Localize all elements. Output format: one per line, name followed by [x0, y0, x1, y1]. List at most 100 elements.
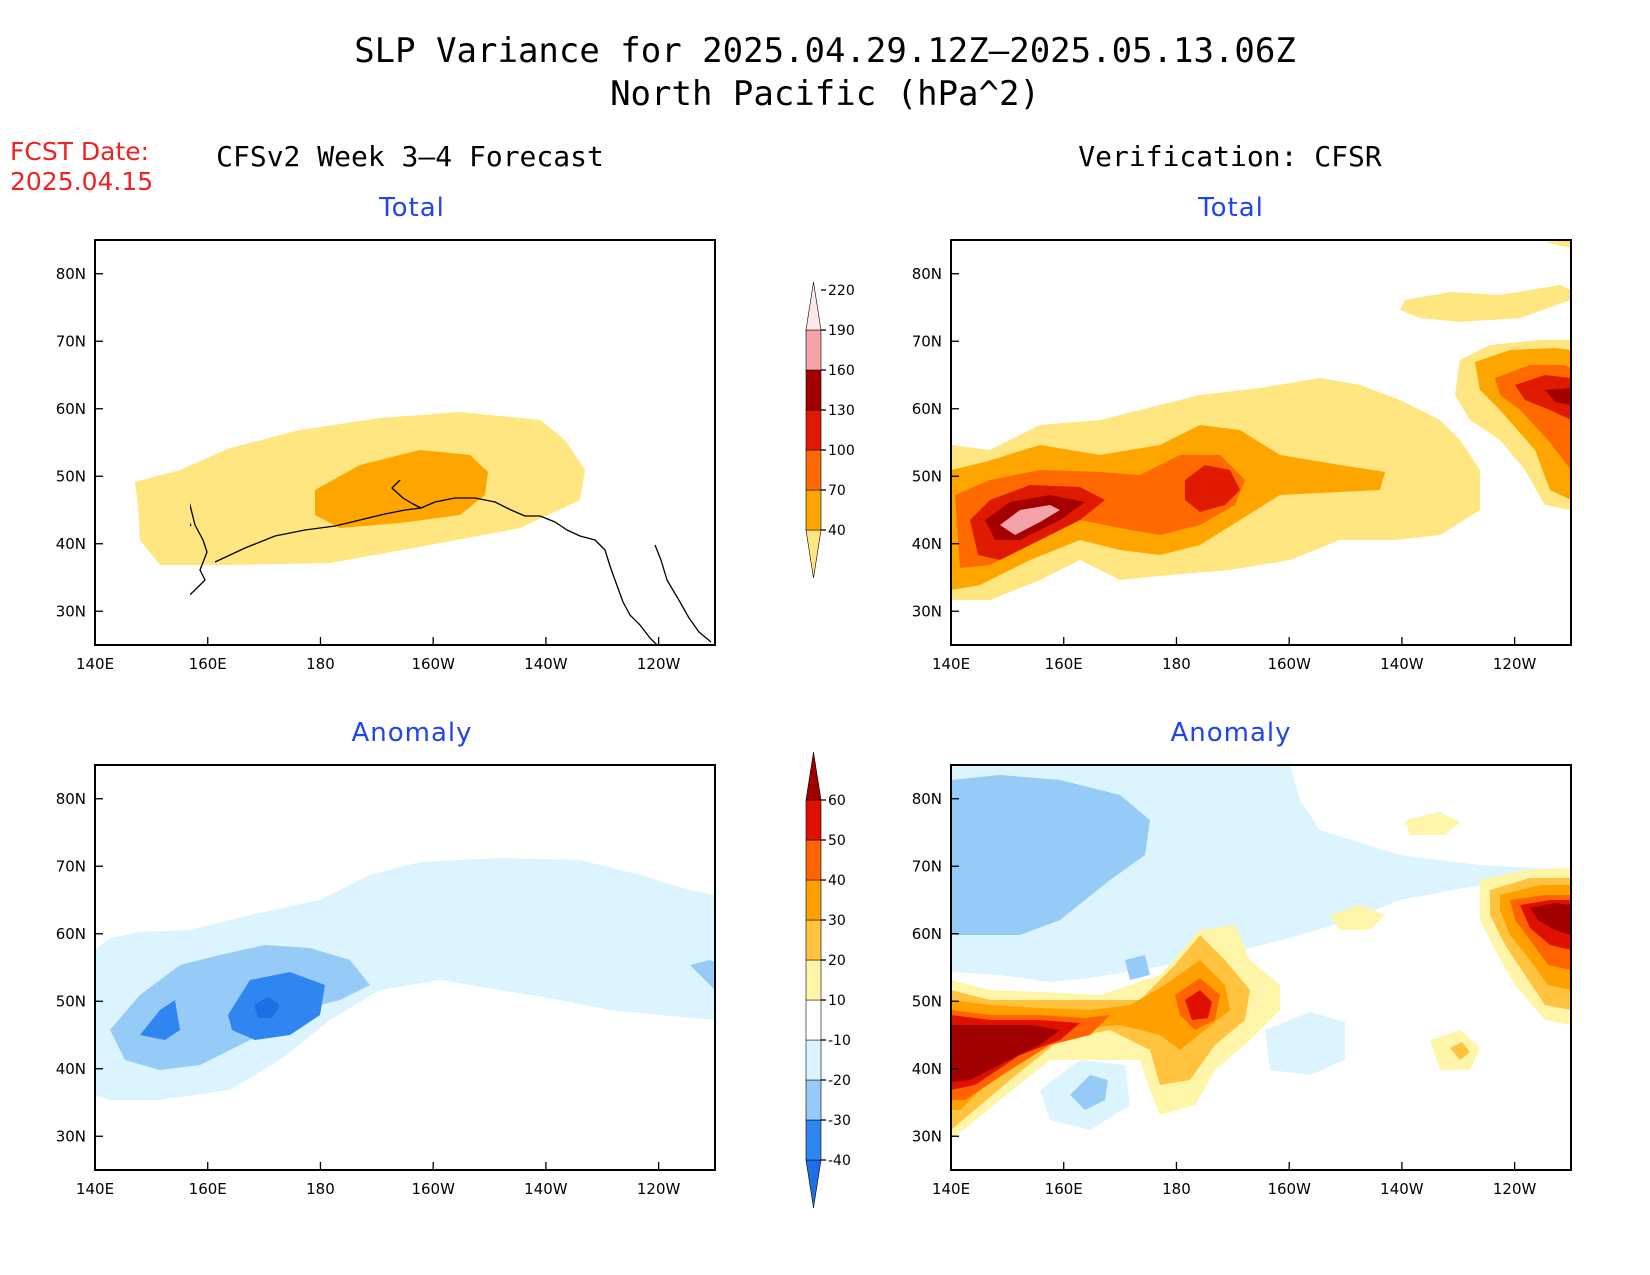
- colorbar-label: 100: [828, 443, 855, 459]
- figure-subtitle: North Pacific (hPa^2): [610, 74, 1040, 114]
- lat-tick-label: 50N: [912, 992, 942, 1010]
- lat-tick-label: 50N: [56, 992, 86, 1010]
- colorbar-segment: [805, 1159, 822, 1209]
- lon-tick-label: 140W: [524, 1180, 568, 1198]
- colorbar-segment: [805, 879, 822, 921]
- lat-tick-label: 70N: [912, 857, 942, 875]
- lon-tick-label: 180: [306, 655, 335, 673]
- lat-tick-label: 30N: [912, 1127, 942, 1145]
- lat-tick-label: 60N: [56, 400, 86, 418]
- lon-tick-label: 160W: [1267, 655, 1311, 673]
- colorbar-segment: [805, 839, 822, 881]
- verification-column-title: Verification: CFSR: [1078, 140, 1382, 173]
- lon-tick-label: 180: [306, 1180, 335, 1198]
- colorbar-label: 30: [828, 913, 846, 929]
- colorbar-label: 40: [828, 873, 846, 889]
- panel-title-forecast-anomaly: Anomaly: [351, 718, 472, 748]
- colorbar-label: -30: [828, 1113, 851, 1129]
- forecast-anomaly-shading: [95, 858, 715, 1100]
- lat-tick-label: 80N: [912, 265, 942, 283]
- colorbar-segment: [805, 489, 822, 531]
- lon-tick-label: 140W: [1380, 1180, 1424, 1198]
- colorbar-segment: [805, 1119, 822, 1161]
- lon-tick-label: 160W: [1267, 1180, 1311, 1198]
- lat-tick-label: 50N: [912, 467, 942, 485]
- lat-tick-label: 40N: [912, 1060, 942, 1078]
- colorbar-total: 40 70 100 130 160 190 220: [805, 281, 855, 579]
- colorbar-segment: [805, 799, 822, 841]
- colorbar-label: -10: [828, 1033, 851, 1049]
- lat-tick-label: 50N: [56, 467, 86, 485]
- map-panel-forecast-total: 140E 160E 180 160W 140W 120W 80N 70N 60N 50N 40N 30…: [56, 239, 716, 673]
- colorbar-segment: [805, 369, 822, 411]
- colorbar-label: -40: [828, 1153, 851, 1169]
- colorbar-label: 70: [828, 483, 846, 499]
- colorbar-segment: [805, 281, 822, 331]
- lat-tick-label: 80N: [912, 790, 942, 808]
- lat-tick-label: 40N: [912, 535, 942, 553]
- panel-title-verification-anomaly: Anomaly: [1170, 718, 1291, 748]
- colorbar-label: 40: [828, 523, 846, 539]
- colorbar-label: 60: [828, 793, 846, 809]
- panel-title-forecast-total: Total: [378, 193, 445, 223]
- colorbar-label: 10: [828, 993, 846, 1009]
- lon-tick-label: 160W: [411, 1180, 455, 1198]
- forecast-total-frame: [94, 239, 716, 646]
- lon-tick-label: 160E: [1045, 655, 1083, 673]
- map-panel-verification-total: 140E 160E 180 160W 140W 120W 80N 70N 60N 50N 40N 30…: [912, 239, 1572, 673]
- verification-total-shading: [951, 240, 1571, 600]
- lon-tick-label: 120W: [637, 1180, 681, 1198]
- verification-total-frame: [950, 239, 1572, 646]
- colorbar-segment: [805, 959, 822, 1001]
- colorbar-label: 50: [828, 833, 846, 849]
- lat-tick-label: 40N: [56, 535, 86, 553]
- lon-tick-label: 140E: [932, 655, 970, 673]
- fcst-date-label: FCST Date:: [10, 137, 149, 166]
- colorbar-label: 190: [828, 323, 855, 339]
- colorbar-segment: [805, 919, 822, 961]
- lon-tick-label: 140E: [76, 655, 114, 673]
- lon-tick-label: 160W: [411, 655, 455, 673]
- colorbar-segment: [805, 751, 822, 801]
- verification-anomaly-frame: [950, 764, 1572, 1171]
- colorbar-label: 160: [828, 363, 855, 379]
- lat-tick-label: 60N: [912, 925, 942, 943]
- colorbar-segment: [805, 1079, 822, 1121]
- lat-tick-label: 80N: [56, 265, 86, 283]
- colorbar-segment: [805, 409, 822, 451]
- lon-tick-label: 160E: [1045, 1180, 1083, 1198]
- forecast-total-shading: [135, 412, 585, 565]
- colorbar-segment: [805, 1039, 822, 1081]
- lat-tick-label: 60N: [912, 400, 942, 418]
- colorbar-segment: [805, 329, 822, 371]
- lon-tick-label: 120W: [1493, 655, 1537, 673]
- map-panel-forecast-anomaly: 140E 160E 180 160W 140W 120W 80N 70N 60N 50N 40N 30…: [56, 764, 716, 1198]
- colorbar-segment: [805, 999, 822, 1041]
- lon-tick-label: 140E: [932, 1180, 970, 1198]
- lon-tick-label: 180: [1162, 1180, 1191, 1198]
- colorbar-label: 220: [828, 283, 855, 299]
- lat-tick-label: 30N: [912, 602, 942, 620]
- panel-title-verification-total: Total: [1197, 193, 1264, 223]
- lat-tick-label: 30N: [56, 1127, 86, 1145]
- lat-tick-label: 70N: [56, 332, 86, 350]
- map-panel-verification-anomaly: 140E 160E 180 160W 140W 120W 80N 70N 60N 50N 40N 30…: [912, 764, 1572, 1198]
- lat-tick-label: 70N: [912, 332, 942, 350]
- lon-tick-label: 180: [1162, 655, 1191, 673]
- colorbar-label: -20: [828, 1073, 851, 1089]
- verification-total-axis-ticks: 140E 160E 180 160W 140W 120W 80N 70N 60N 50N 40N 30…: [912, 265, 1537, 673]
- lon-tick-label: 140E: [76, 1180, 114, 1198]
- lat-tick-label: 60N: [56, 925, 86, 943]
- verification-anomaly-shading: [951, 765, 1571, 1140]
- lat-tick-label: 30N: [56, 602, 86, 620]
- lon-tick-label: 140W: [524, 655, 568, 673]
- colorbar-label: 130: [828, 403, 855, 419]
- colorbar-label: 20: [828, 953, 846, 969]
- colorbar-segment: [805, 449, 822, 491]
- colorbar-segment: [805, 529, 822, 579]
- lon-tick-label: 120W: [1493, 1180, 1537, 1198]
- fcst-date-value: 2025.04.15: [10, 167, 153, 196]
- lon-tick-label: 140W: [1380, 655, 1424, 673]
- lat-tick-label: 80N: [56, 790, 86, 808]
